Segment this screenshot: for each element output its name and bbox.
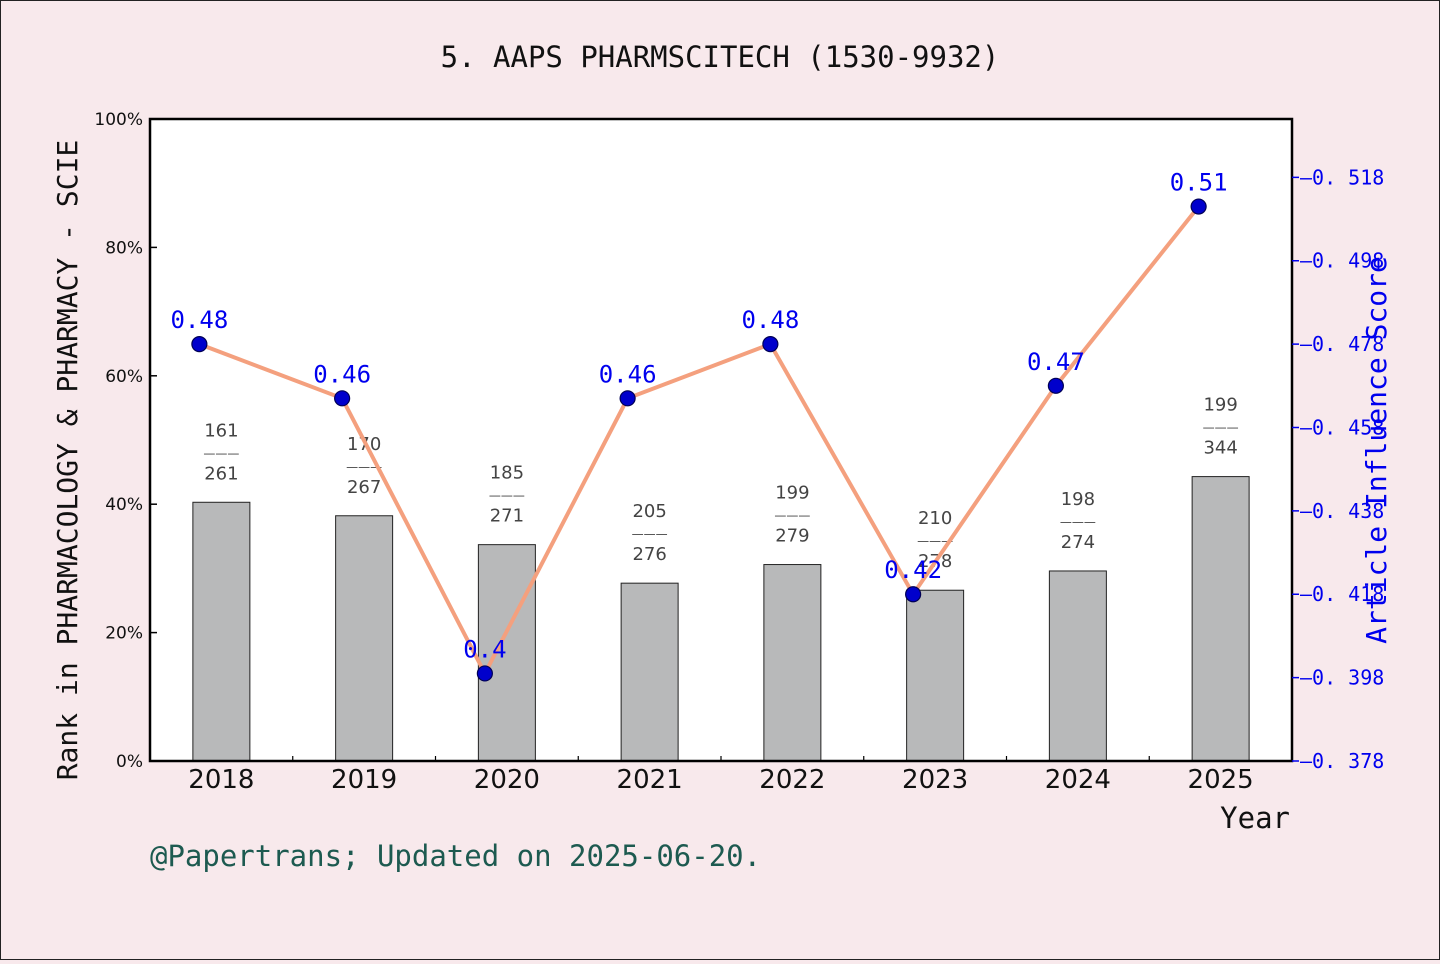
rank-label-2024: 198 — [1061, 489, 1095, 510]
y2-axis-label: Article Influence Score — [1360, 256, 1393, 644]
x-tick-label-2019: 2019 — [331, 765, 397, 795]
rank-label-2020: 185 — [490, 463, 524, 484]
ais-point-2020 — [476, 665, 493, 682]
y-tick-label-2: 40% — [105, 495, 143, 515]
ais-point-2019 — [334, 390, 351, 407]
x-tick-label-2018: 2018 — [188, 765, 254, 795]
rank-divider-2023: ——— — [917, 534, 953, 548]
ais-label-2022: 0.48 — [741, 306, 799, 334]
ais-point-2022 — [762, 336, 779, 353]
rank-divider-2022: ——— — [774, 509, 810, 523]
plot-area — [150, 119, 1292, 761]
bars-layer — [150, 119, 1292, 762]
y2-tick-label-6: –0. 498 — [1300, 249, 1384, 273]
y2-tick-label-4: –0. 458 — [1300, 415, 1384, 439]
axes-layer: 0% 20% 40% 60% 80% 100% –0. 378 –0. 398 –0. 418 –… — [94, 110, 1384, 795]
ais-label-2020: 0.4 — [463, 635, 506, 663]
x-tick-label-2025: 2025 — [1188, 765, 1254, 795]
y-tick-label-5: 100% — [94, 110, 143, 130]
ais-point-2025 — [1190, 198, 1207, 215]
bar-2025 — [1191, 476, 1250, 762]
ais-label-2018: 0.48 — [170, 306, 228, 334]
y-tick-label-1: 20% — [105, 624, 143, 644]
y-axis-label: Rank in PHARMACOLOGY & PHARMACY - SCIE — [51, 140, 84, 781]
bar-2024 — [1048, 570, 1107, 762]
ais-label-2024: 0.47 — [1027, 348, 1085, 376]
total-label-2018: 261 — [204, 463, 238, 484]
bar-2021 — [620, 582, 679, 762]
total-label-2022: 279 — [775, 526, 809, 547]
total-label-2019: 267 — [347, 477, 381, 498]
bar-2022 — [763, 564, 822, 762]
ais-point-2018 — [191, 336, 208, 353]
y-tick-label-0: 0% — [116, 752, 143, 772]
x-tick-label-2020: 2020 — [474, 765, 540, 795]
rank-divider-2025: ——— — [1203, 421, 1239, 435]
ais-point-2023 — [905, 586, 922, 603]
x-axis-label: Year — [1220, 801, 1290, 835]
y2-tick-label-7: –0. 518 — [1300, 165, 1384, 189]
total-label-2021: 276 — [632, 544, 666, 565]
x-tick-label-2023: 2023 — [902, 765, 968, 795]
y-tick-label-4: 80% — [105, 238, 143, 258]
bar-2020 — [477, 544, 536, 762]
y2-tick-label-5: –0. 478 — [1300, 332, 1384, 356]
y2-tick-label-3: –0. 438 — [1300, 499, 1384, 523]
rank-label-2022: 199 — [775, 483, 809, 504]
y2-tick-label-1: –0. 398 — [1300, 666, 1384, 690]
y-tick-label-3: 60% — [105, 367, 143, 387]
x-tick-label-2021: 2021 — [617, 765, 683, 795]
total-label-2025: 344 — [1203, 438, 1237, 459]
y2-tick-label-2: –0. 418 — [1300, 582, 1384, 606]
rank-divider-2020: ——— — [489, 489, 525, 503]
x-tick-label-2024: 2024 — [1045, 765, 1111, 795]
rank-label-2023: 210 — [918, 508, 952, 529]
x-tick-label-2022: 2022 — [759, 765, 825, 795]
ais-point-2024 — [1047, 377, 1064, 394]
rank-divider-2019: ——— — [346, 460, 382, 474]
rank-divider-2024: ——— — [1060, 515, 1096, 529]
rank-label-2018: 161 — [204, 420, 238, 441]
ais-line — [198, 205, 1201, 676]
total-label-2024: 274 — [1061, 532, 1095, 553]
bar-2019 — [335, 515, 394, 762]
ais-label-2023: 0.42 — [884, 556, 942, 584]
line-layer: 0.48 0.46 0.4 0.46 0.48 0.42 0.47 0.51 — [170, 169, 1228, 682]
total-label-2020: 271 — [490, 506, 524, 527]
chart-title: 5. AAPS PHARMSCITECH (1530-9932) — [441, 40, 1000, 74]
bar-2023 — [906, 589, 965, 762]
rank-label-2021: 205 — [632, 501, 666, 522]
ais-label-2025: 0.51 — [1170, 169, 1228, 197]
ais-label-2019: 0.46 — [313, 360, 371, 388]
bar-2018 — [192, 501, 251, 762]
rank-divider-2021: ——— — [632, 527, 668, 541]
ais-label-2021: 0.46 — [599, 360, 657, 388]
rank-label-2025: 199 — [1203, 395, 1237, 416]
footer-text: @Papertrans; Updated on 2025-06-20. — [150, 839, 761, 873]
y2-tick-label-0: –0. 378 — [1300, 749, 1384, 773]
ais-point-2021 — [619, 390, 636, 407]
rank-divider-2018: ——— — [203, 446, 239, 460]
